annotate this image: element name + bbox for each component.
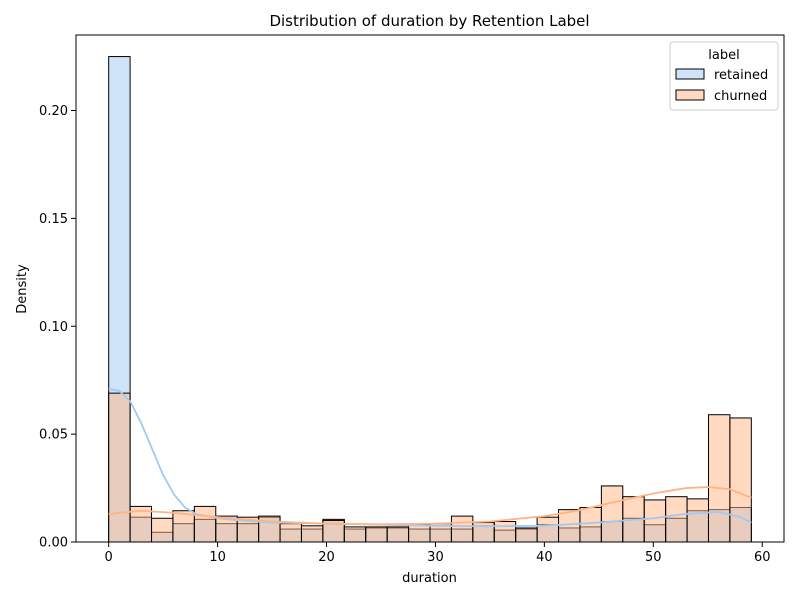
x-axis-label: duration (402, 571, 457, 586)
x-tick-label: 50 (645, 550, 662, 565)
y-tick-label: 0.10 (39, 320, 68, 335)
chart-title: Distribution of duration by Retention La… (269, 12, 589, 30)
x-tick-label: 10 (209, 550, 226, 565)
plot-frame (75, 34, 785, 543)
churned-bar (729, 417, 752, 543)
legend: label retained churned (669, 41, 779, 111)
churned-legend-swatch (675, 89, 705, 101)
y-tick-label: 0.05 (39, 428, 68, 443)
churned-bar (493, 521, 517, 543)
churned-bar (665, 496, 688, 543)
retained-legend-label: retained (714, 68, 768, 83)
x-tick-label: 40 (536, 550, 553, 565)
churned-bar (707, 414, 731, 543)
y-tick-label: 0.00 (39, 536, 68, 551)
x-tick-label: 30 (427, 550, 444, 565)
churned-bar (343, 526, 367, 543)
churned-bar (515, 527, 538, 543)
retained-kde-line (108, 387, 752, 528)
churned-bar (151, 517, 174, 543)
axes-layer: 0 10 20 30 40 50 60 0.00 0.05 0.10 0.15 0.20 (39, 34, 785, 565)
churned-kde-line (108, 486, 752, 526)
churned-bar (300, 525, 324, 543)
x-tick-label: 20 (318, 550, 335, 565)
churned-bar (193, 505, 217, 543)
retained-legend-swatch (675, 68, 705, 80)
churned-bar (279, 523, 302, 543)
y-tick-label: 0.20 (39, 104, 68, 119)
churned-bar (536, 516, 560, 543)
y-axis-label: Density (15, 264, 30, 314)
x-tick-label: 60 (754, 550, 771, 565)
churned-bar (408, 524, 431, 543)
kde-layer (108, 387, 752, 528)
churned-bar (108, 392, 131, 543)
y-tick-label: 0.15 (39, 212, 68, 227)
churned-bar (558, 509, 581, 543)
churned-bar (386, 526, 410, 543)
churned-bar (643, 499, 667, 543)
legend-title: label (708, 48, 739, 63)
churned-legend-label: churned (714, 89, 767, 104)
churned-bar (686, 498, 709, 543)
churned-bar (450, 515, 474, 543)
churned-bar (579, 506, 602, 543)
churned-bar (600, 485, 624, 543)
churned-bar (365, 526, 388, 543)
x-tick-label: 0 (105, 550, 113, 565)
